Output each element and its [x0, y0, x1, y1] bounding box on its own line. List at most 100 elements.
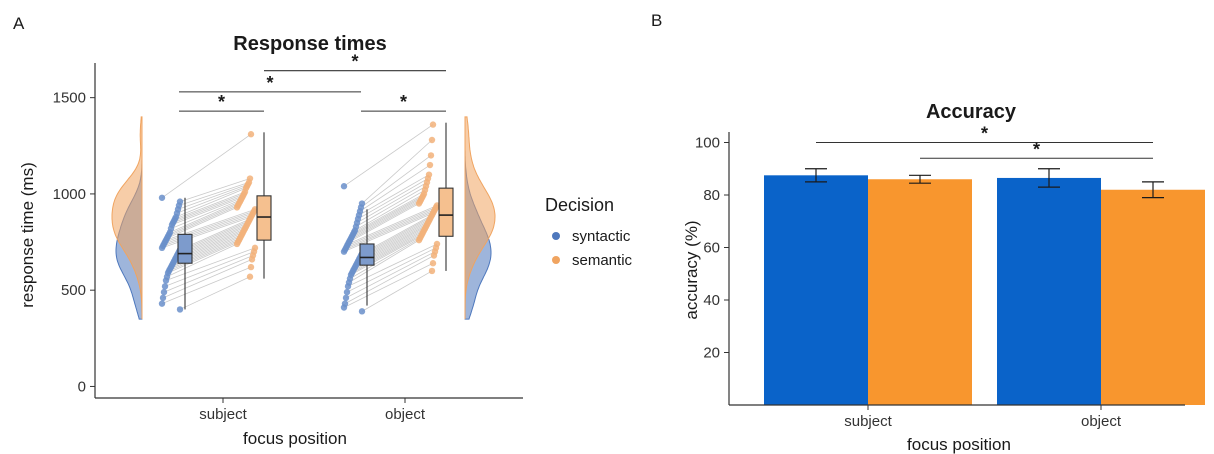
point-semantic-object: [428, 267, 436, 275]
pair-line: [350, 199, 422, 239]
pair-line: [165, 247, 256, 281]
pair-line: [344, 255, 435, 305]
significance-brackets-b: **: [816, 124, 1153, 159]
sig-star: *: [351, 52, 358, 72]
legend-marker-syntactic: [552, 232, 560, 240]
panel-a-label: A: [13, 14, 25, 33]
point-semantic-object: [415, 200, 423, 207]
box-plots: [177, 122, 454, 310]
legend-marker-semantic: [552, 256, 560, 264]
bar-syntactic-subject: [764, 175, 868, 405]
pair-line: [353, 193, 425, 233]
pair-line: [343, 262, 434, 308]
y-tick-label-b: 60: [703, 240, 720, 257]
point-semantic-subject: [233, 240, 241, 248]
legend-label-syntactic: syntactic: [572, 228, 631, 245]
bar-semantic-object: [1101, 189, 1205, 405]
y-tick-label-b: 100: [695, 135, 720, 152]
legend-label-semantic: semantic: [572, 252, 633, 269]
pair-line: [169, 201, 241, 233]
pair-line: [349, 201, 421, 241]
point-syntactic-subject: [158, 300, 166, 307]
pair-line: [174, 191, 246, 220]
chart-b-ylabel: accuracy (%): [682, 220, 701, 319]
point-semantic-object: [430, 252, 438, 259]
y-tick-label-a: 1000: [53, 186, 86, 203]
pair-line: [166, 243, 238, 278]
pair-line: [348, 203, 420, 243]
pair-line: [167, 205, 239, 237]
point-semantic-object: [429, 121, 437, 128]
point-syntactic-object: [340, 248, 348, 255]
chart-a-title: Response times: [233, 33, 386, 55]
box-semantic-subject-box: [256, 195, 272, 241]
point-semantic-subject: [248, 256, 256, 263]
pair-line: [343, 212, 434, 253]
pair-line: [345, 208, 436, 249]
point-semantic-subject: [246, 273, 254, 280]
pair-line: [359, 164, 431, 212]
chart-a-xlabel: focus position: [243, 429, 347, 448]
point-syntactic-subject: [159, 294, 167, 302]
y-tick-label-b: 20: [703, 345, 720, 362]
pair-line: [171, 197, 243, 226]
panel-b-label: B: [651, 11, 662, 30]
pair-line: [356, 182, 428, 224]
pair-line: [347, 243, 438, 287]
sig-star-b: *: [981, 124, 988, 144]
pair-line: [177, 183, 249, 210]
density-curves: [111, 116, 496, 320]
sig-star: *: [266, 73, 273, 93]
box-semantic-object-box: [438, 187, 454, 237]
point-semantic-object: [415, 236, 423, 244]
pair-line: [179, 178, 251, 203]
legend: Decision syntactic semantic: [545, 195, 633, 269]
paired-lines: [161, 124, 438, 312]
sig-star: *: [400, 92, 407, 112]
chart-a-ylabel: response time (ms): [18, 162, 37, 307]
density-object-semantic: [464, 116, 496, 320]
pair-line: [170, 199, 242, 229]
point-syntactic-subject: [161, 283, 169, 290]
pair-line: [347, 205, 438, 245]
bar-syntactic-object: [997, 177, 1101, 405]
pair-line: [175, 187, 247, 218]
point-syntactic-object: [340, 183, 348, 190]
point-syntactic-object: [358, 308, 366, 315]
pair-line: [161, 266, 252, 305]
pair-line: [169, 237, 241, 270]
pair-line: [166, 207, 238, 239]
pair-line: [346, 207, 437, 247]
point-semantic-object: [428, 136, 436, 144]
pair-line: [350, 235, 422, 276]
pair-line: [161, 133, 252, 199]
pair-line: [345, 251, 436, 299]
point-semantic-object: [426, 161, 434, 169]
pair-line: [361, 270, 433, 312]
pair-line: [358, 174, 430, 216]
pair-line: [357, 178, 429, 220]
point-semantic-subject: [247, 263, 255, 271]
response-times-chart: Response times focus position response t…: [18, 33, 633, 448]
bars: [764, 175, 1205, 405]
accuracy-chart: Accuracy focus position accuracy (%) ** …: [682, 101, 1205, 454]
point-syntactic-subject: [158, 244, 166, 252]
axes-b: 20 40 60 80 100 subject object: [695, 132, 1185, 430]
box-syntactic-object-box: [359, 243, 375, 266]
significance-brackets: * * * *: [179, 52, 446, 112]
point-semantic-subject: [247, 131, 255, 138]
pair-line: [344, 210, 435, 251]
y-tick-label-a: 0: [78, 378, 86, 395]
point-semantic-object: [427, 152, 435, 159]
point-syntactic-object: [340, 304, 348, 311]
point-semantic-object: [429, 260, 437, 267]
bar-semantic-subject: [868, 179, 972, 405]
pair-line: [361, 139, 433, 204]
pair-line: [355, 185, 427, 227]
data-points: [158, 121, 441, 315]
point-syntactic-object: [342, 294, 350, 302]
sig-star-b: *: [1033, 139, 1040, 159]
y-tick-label-b: 80: [703, 187, 720, 204]
x-tick-label-b-object: object: [1081, 413, 1122, 430]
y-tick-label-a: 500: [61, 282, 86, 299]
